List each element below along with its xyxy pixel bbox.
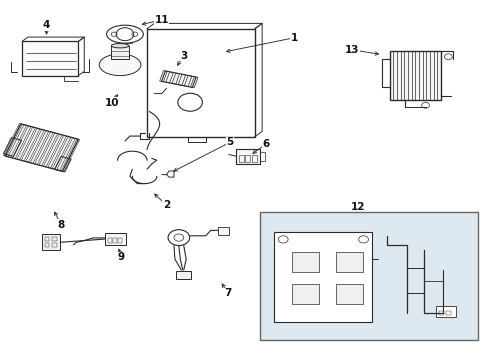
Bar [336,284,363,304]
Bar [162,71,196,87]
Bar [252,155,257,162]
Ellipse shape [111,44,129,48]
Bar [446,311,451,315]
Text: 10: 10 [104,98,119,108]
Bar [160,71,167,82]
Bar [111,46,129,59]
Bar [436,306,456,317]
Bar [25,129,45,162]
Text: 13: 13 [344,45,359,55]
Bar [52,136,71,169]
Bar [166,72,173,83]
Bar [105,233,126,245]
Bar [12,126,31,159]
Bar [236,149,260,164]
Bar [42,234,60,250]
Text: 3: 3 [180,51,187,61]
Text: 6: 6 [263,139,270,149]
Bar [45,243,49,247]
Bar [34,132,53,165]
Bar [52,243,57,247]
Bar [108,238,112,243]
Text: 11: 11 [154,15,169,25]
Bar [3,123,22,156]
Bar [3,138,22,156]
Bar [44,134,62,167]
Bar [239,155,244,162]
Bar [118,238,122,243]
Bar [39,133,58,166]
Text: 8: 8 [58,220,65,230]
Bar [147,29,255,137]
Bar [178,74,186,85]
Bar [8,125,26,158]
Bar [22,41,78,76]
Text: 5: 5 [227,137,234,147]
Text: 9: 9 [118,252,125,262]
Bar [30,131,49,163]
Text: 4: 4 [43,20,50,30]
Bar [61,139,80,172]
Bar [184,76,192,87]
Ellipse shape [99,54,141,76]
Bar [52,237,57,241]
Bar [439,311,444,315]
Bar [57,138,75,171]
Bar [21,128,40,161]
Bar [260,212,478,340]
Bar [292,252,319,272]
Bar [48,135,67,168]
Bar [292,284,319,304]
Bar [260,152,265,161]
Bar [45,237,49,241]
Bar [176,271,191,279]
Bar [218,227,229,235]
Bar [172,73,179,84]
Bar [17,127,35,160]
Bar [5,124,78,171]
Bar [191,77,198,88]
Bar [274,232,372,322]
Text: 7: 7 [224,288,232,298]
Bar [55,156,71,172]
Bar [390,51,441,100]
Text: 12: 12 [350,202,365,212]
Text: 1: 1 [291,33,297,43]
Text: 2: 2 [163,200,170,210]
Bar [336,252,363,272]
Bar [245,155,250,162]
Bar [113,238,117,243]
